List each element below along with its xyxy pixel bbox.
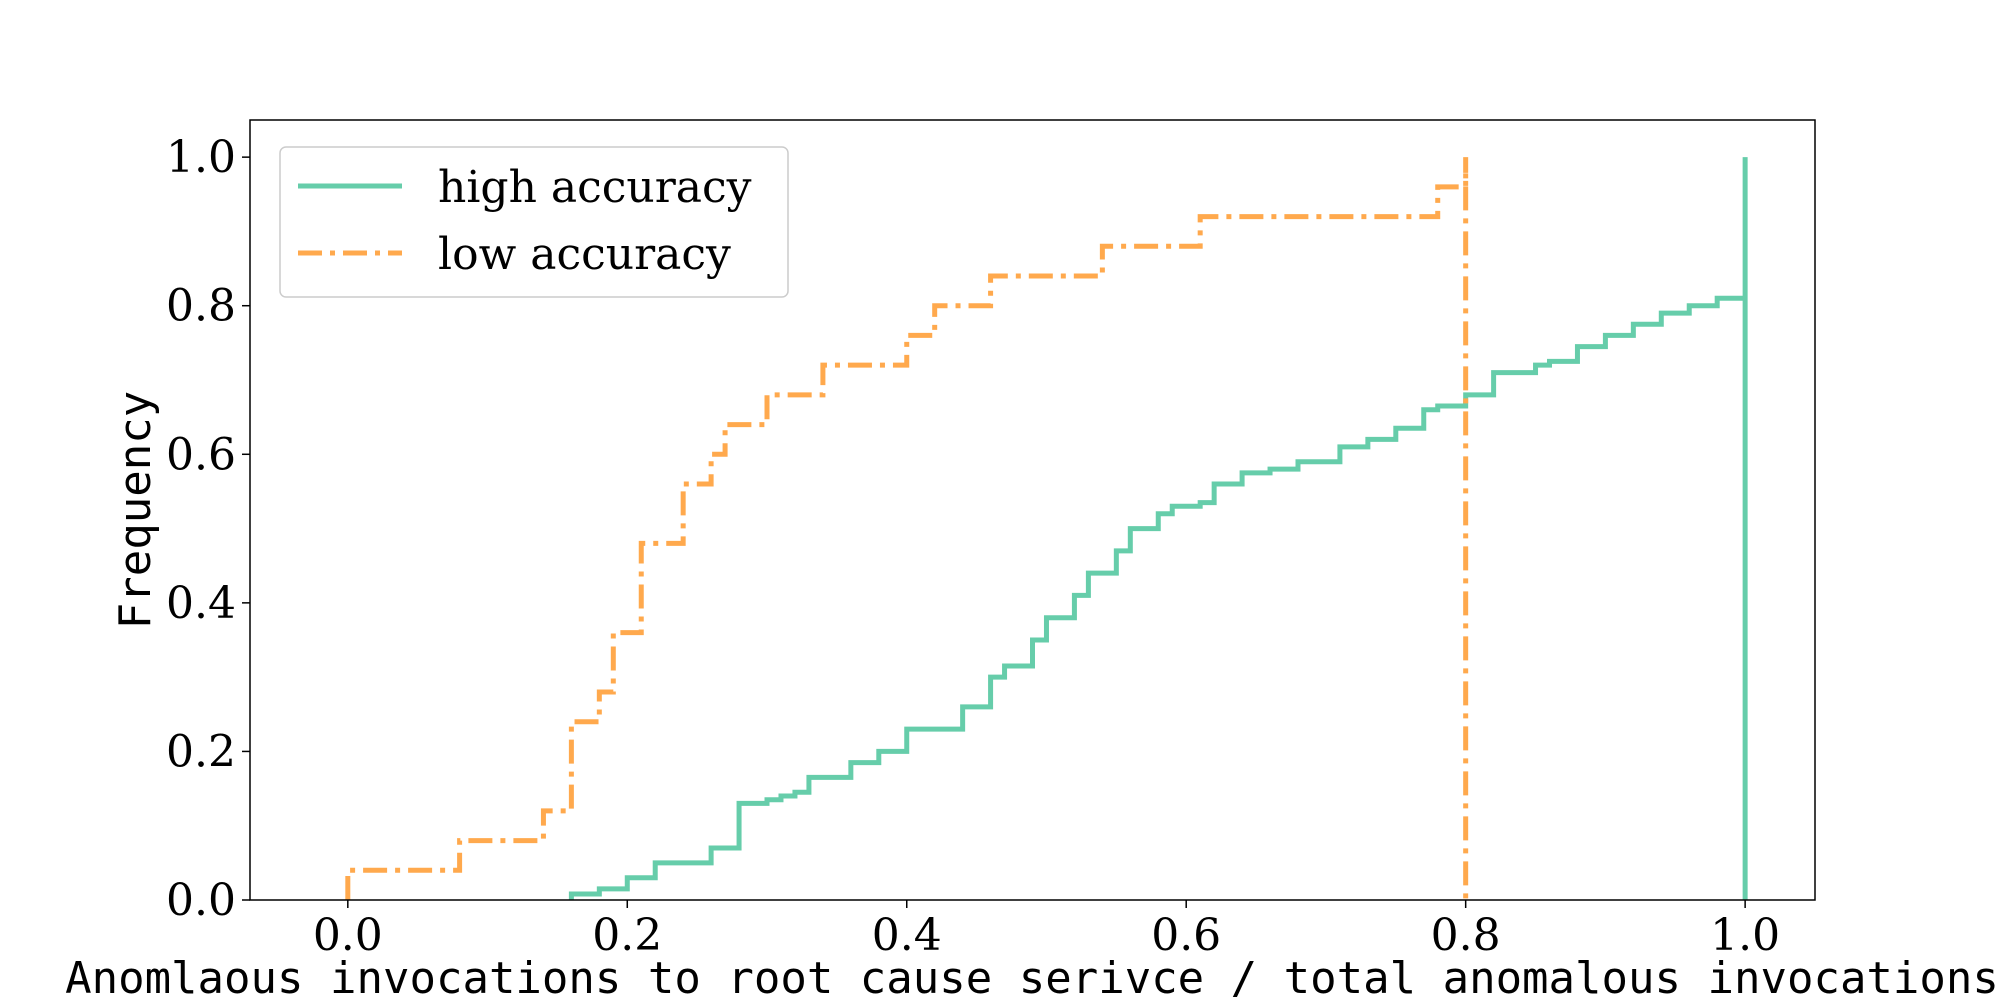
legend-box <box>279 146 789 298</box>
x-tick-label: 1.0 <box>1710 910 1780 961</box>
x-axis-label: Anomlaous invocations to root cause seri… <box>65 953 1999 1000</box>
legend-label-low-accuracy: low accuracy <box>438 229 731 280</box>
y-tick-label: 1.0 <box>166 132 236 183</box>
y-tick-label: 0.8 <box>166 281 236 332</box>
y-tick-label: 0.6 <box>166 429 236 480</box>
plot-frame <box>249 119 1816 901</box>
x-tick-label: 0.4 <box>872 910 942 961</box>
legend: high accuracy low accuracy <box>279 146 789 298</box>
x-axis-ticks: 0.0 0.2 0.4 0.6 0.8 1.0 <box>313 900 1780 961</box>
x-tick-label: 0.2 <box>592 910 662 961</box>
legend-label-high-accuracy: high accuracy <box>438 162 752 213</box>
y-tick-label: 0.4 <box>166 578 236 629</box>
x-tick-label: 0.8 <box>1431 910 1501 961</box>
series-line-low-accuracy <box>345 157 1469 900</box>
series-line-high-accuracy <box>568 157 1748 900</box>
y-axis-label: Frequency <box>110 391 161 629</box>
y-tick-label: 0.0 <box>166 875 236 926</box>
y-axis-ticks: 0.0 0.2 0.4 0.6 0.8 1.0 <box>166 132 250 926</box>
x-tick-label: 0.0 <box>313 910 383 961</box>
y-tick-label: 0.2 <box>166 726 236 777</box>
series-layer <box>345 157 1748 900</box>
x-tick-label: 0.6 <box>1151 910 1221 961</box>
